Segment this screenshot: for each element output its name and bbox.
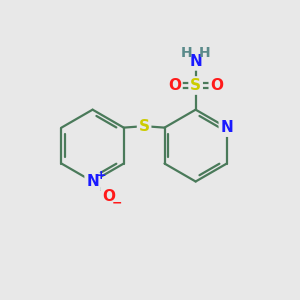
Text: O: O	[168, 78, 181, 93]
Text: S: S	[190, 78, 201, 93]
Text: H: H	[181, 46, 193, 60]
Text: N: N	[189, 54, 202, 69]
Text: N: N	[86, 174, 99, 189]
Text: −: −	[112, 197, 122, 210]
Text: O: O	[210, 78, 223, 93]
Text: N: N	[220, 120, 233, 135]
Text: +: +	[95, 169, 106, 182]
Text: H: H	[199, 46, 210, 60]
Text: O: O	[102, 189, 115, 204]
Text: S: S	[139, 118, 150, 134]
